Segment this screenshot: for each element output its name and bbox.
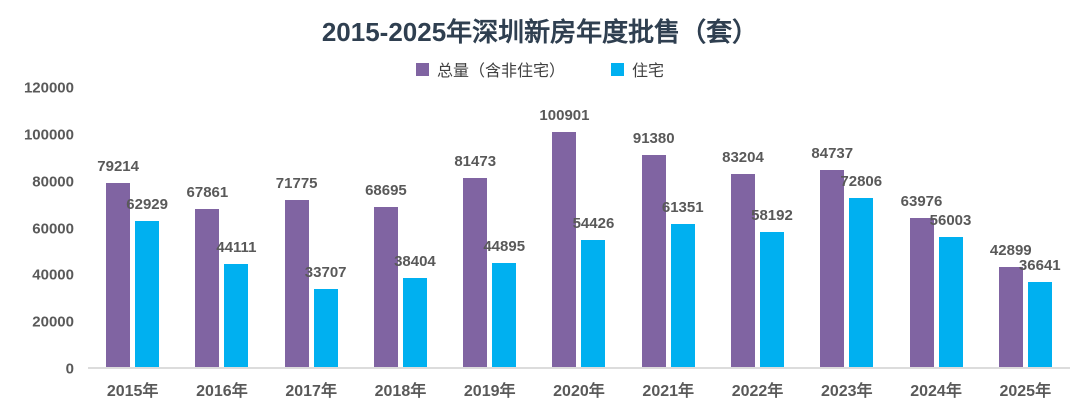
y-axis-tick-label: 100000	[23, 126, 74, 144]
bar-value-label: 62929	[126, 195, 168, 213]
y-axis-tick-label: 80000	[32, 173, 74, 191]
bar-value-label: 63976	[900, 193, 943, 211]
x-axis-label: 2020年	[553, 383, 605, 400]
y-axis-tick-label: 60000	[32, 220, 74, 237]
bar-value-label: 44895	[483, 237, 526, 255]
bar-residential: 44895	[483, 238, 525, 367]
x-axis-label: 2019年	[463, 383, 516, 400]
bar-value-label: 81473	[454, 152, 497, 170]
bar-total: 91380	[633, 130, 675, 367]
bar-total: 71775	[276, 175, 318, 367]
x-axis-label: 2022年	[731, 383, 784, 400]
bar-value-label: 56003	[929, 211, 972, 229]
x-axis-label: 2017年	[285, 383, 337, 400]
x-axis-label: 2021年	[642, 383, 695, 400]
bar-group: 100901 54426	[539, 88, 614, 367]
bar-value-label: 100901	[539, 107, 590, 125]
y-axis-tick-label: 40000	[32, 266, 74, 284]
bar-value-label: 72806	[840, 172, 883, 190]
bar-group: 79214 62929	[97, 88, 168, 367]
bar-group: 83204 58192	[722, 88, 793, 367]
bar-residential: 58192	[751, 207, 793, 367]
bar-residential: 56003	[930, 212, 971, 367]
bar-total: 67861	[187, 184, 228, 367]
bar-residential: 44111	[216, 239, 256, 367]
y-axis: 0 20000 40000 60000 80000 100000 120000	[0, 80, 74, 378]
x-axis: 2015年 2016年 2017年 2018年 2019年 2020年 2021年 2022年…	[88, 377, 1070, 401]
legend-label: 住宅	[632, 63, 665, 80]
bar-value-label: 38404	[394, 252, 436, 270]
bar-residential: 38404	[394, 253, 436, 367]
plot-area: 79214 62929 67861 44111 71775 33707 68695 38404…	[88, 88, 1070, 369]
bar-residential: 62929	[126, 196, 168, 367]
bar-group: 67861 44111	[187, 88, 256, 367]
bar-value-label: 67861	[186, 184, 229, 202]
bar-value-label: 42899	[989, 242, 1032, 260]
bar-value-label: 68695	[365, 182, 407, 200]
bar-value-label: 54426	[572, 215, 615, 233]
legend-swatch-icon	[611, 62, 624, 76]
bar-group: 81473 44895	[454, 88, 525, 367]
bar-value-label: 71775	[275, 175, 318, 193]
legend-item-residential: 住宅	[611, 57, 664, 81]
bar-total: 68695	[365, 182, 407, 367]
x-axis-label: 2016年	[196, 383, 248, 400]
bar-total: 81473	[454, 153, 496, 367]
bar-group: 68695 38404	[365, 88, 436, 367]
x-axis-label: 2023年	[820, 383, 873, 400]
bar-value-label: 61351	[661, 199, 704, 217]
bar-total: 42899	[990, 242, 1032, 367]
bar-group: 91380 61351	[633, 88, 704, 367]
legend-label: 总量（含非住宅）	[436, 63, 565, 80]
x-axis-label: 2025年	[999, 383, 1052, 400]
bar-total: 79214	[97, 158, 139, 367]
bar-total: 84737	[811, 145, 853, 367]
x-axis-label: 2015年	[106, 383, 159, 400]
bar-value-label: 79214	[97, 157, 139, 175]
chart-legend: 总量（含非住宅） 住宅	[0, 57, 1080, 81]
bar-residential: 72806	[840, 173, 882, 367]
bar-group: 84737 72806	[811, 88, 882, 367]
x-axis-label: 2018年	[374, 383, 427, 400]
bar-total: 100901	[539, 107, 589, 367]
bar-residential: 61351	[662, 199, 704, 367]
bar-value-label: 91380	[632, 129, 675, 147]
bar-residential: 33707	[305, 264, 347, 367]
bar-value-label: 58192	[751, 206, 793, 224]
x-axis-label: 2024年	[910, 383, 962, 400]
bar-group: 71775 33707	[276, 88, 347, 367]
bar-value-label: 36641	[1018, 256, 1061, 274]
y-axis-tick-label: 20000	[32, 313, 74, 331]
bar-value-label: 33707	[304, 263, 347, 281]
bar-value-label: 84737	[811, 145, 854, 162]
bar-total: 63976	[901, 193, 942, 367]
bar-total: 83204	[722, 149, 764, 367]
bar-value-label: 44111	[216, 239, 257, 257]
bar-value-label: 83204	[722, 148, 764, 166]
legend-item-total: 总量（含非住宅）	[415, 57, 565, 81]
y-axis-tick-label: 0	[65, 360, 74, 378]
y-axis-tick-label: 120000	[23, 79, 74, 97]
bar-group: 42899 36641	[990, 88, 1061, 367]
legend-swatch-icon	[415, 62, 429, 76]
bar-residential: 54426	[573, 215, 614, 367]
bar-residential: 36641	[1019, 257, 1061, 367]
chart-title: 2015-2025年深圳新房年度批售（套）	[321, 17, 759, 47]
bar-group: 63976 56003	[901, 88, 971, 367]
